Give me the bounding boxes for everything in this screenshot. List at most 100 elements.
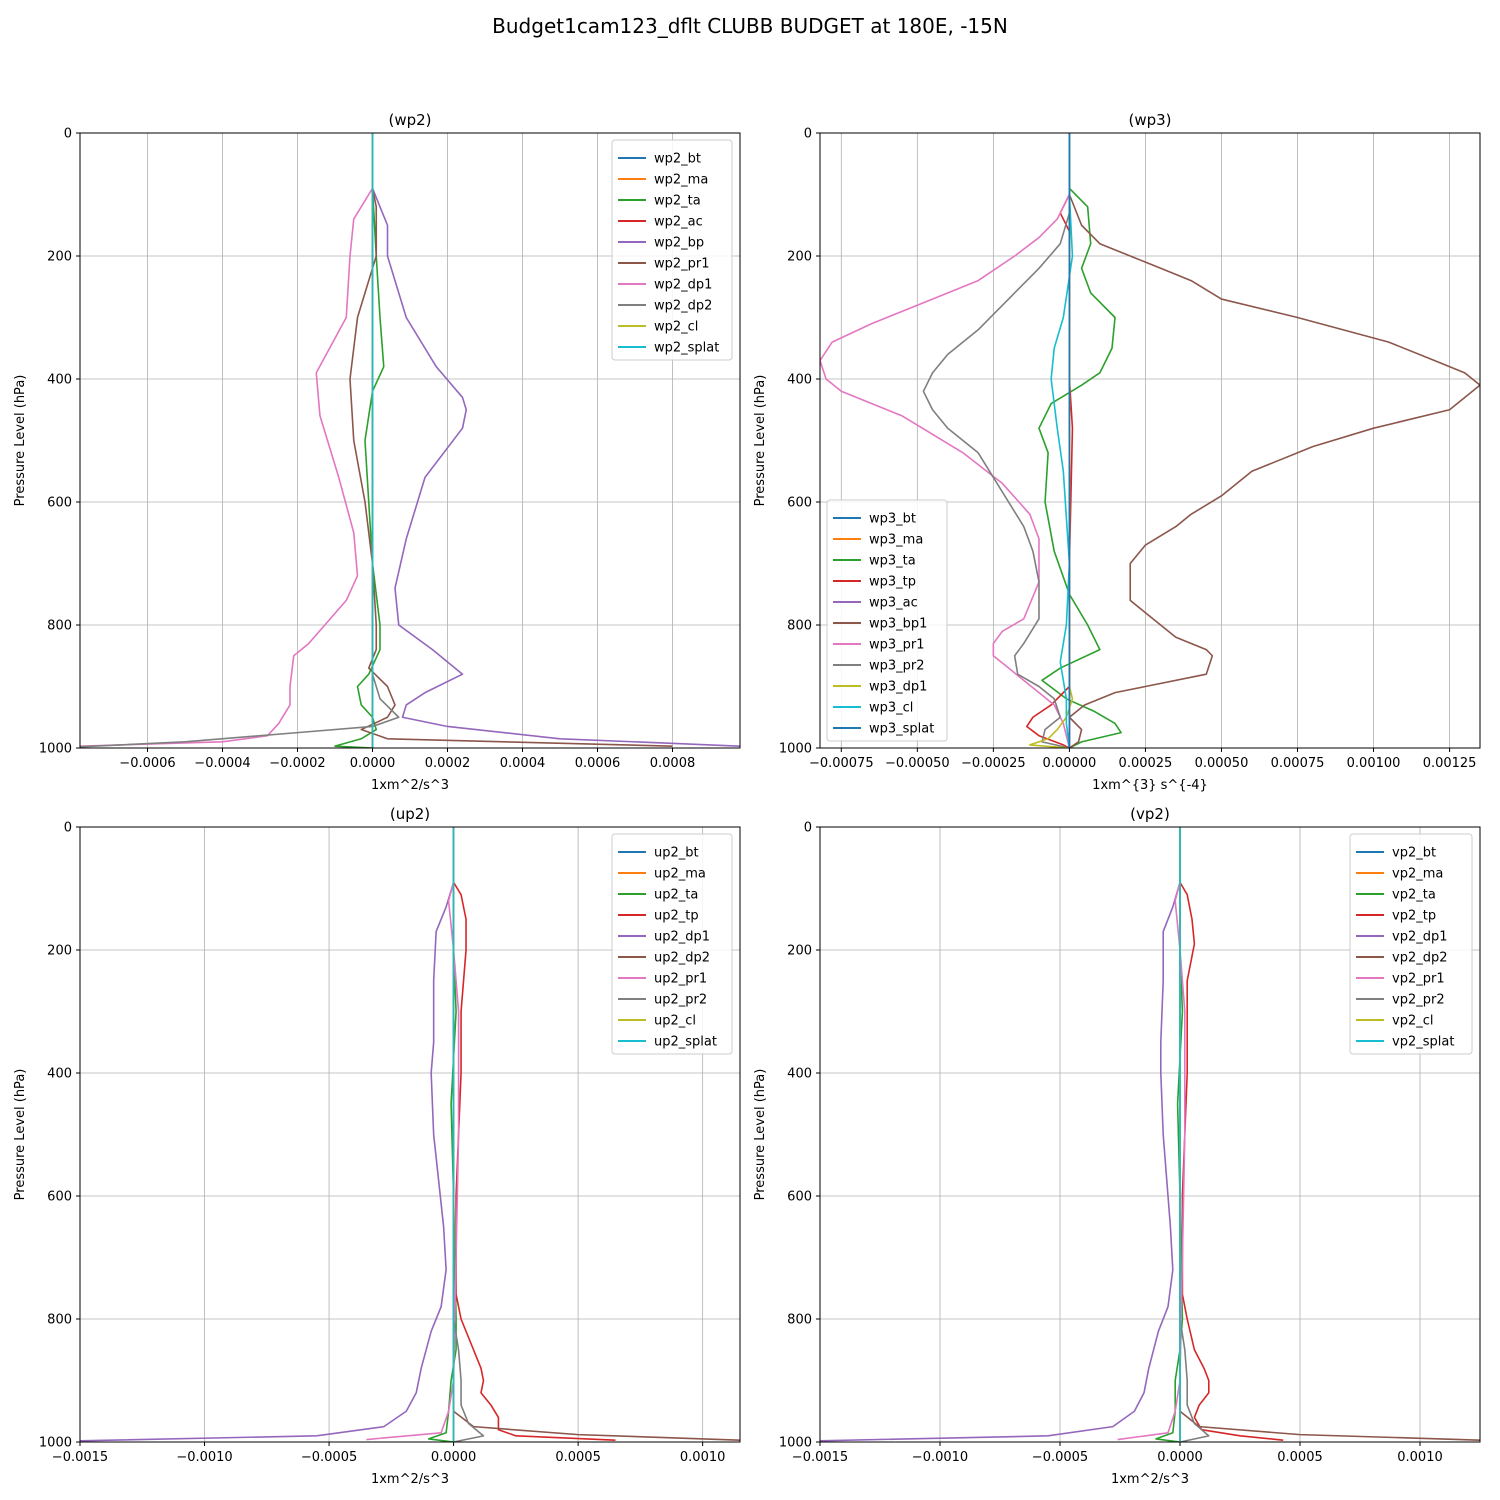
- legend-label-wp2_ma: wp2_ma: [654, 173, 708, 188]
- legend-label-wp3_pr2: wp3_pr2: [869, 659, 925, 674]
- y-tick-label: 800: [47, 1313, 72, 1328]
- y-tick-label: 800: [787, 1313, 812, 1328]
- y-tick-label: 200: [787, 250, 812, 265]
- x-tick-label: 0.0008: [650, 756, 696, 771]
- series-line-up2_dp1: [80, 827, 455, 1442]
- legend-label-up2_splat: up2_splat: [654, 1035, 717, 1050]
- x-tick-label: −0.0006: [119, 756, 175, 771]
- series-group: [80, 827, 740, 1442]
- legend-label-wp2_splat: wp2_splat: [654, 341, 719, 356]
- x-tick-label: 0.0005: [1277, 1450, 1323, 1465]
- y-tick-label: 400: [787, 1067, 812, 1082]
- legend-label-vp2_ta: vp2_ta: [1392, 888, 1436, 903]
- x-axis-label: 1xm^2/s^3: [371, 1472, 449, 1487]
- legend-label-wp3_ta: wp3_ta: [869, 554, 916, 569]
- panel-title: (wp2): [388, 111, 431, 129]
- x-tick-label: 0.00075: [1271, 756, 1325, 771]
- legend-label-up2_tp: up2_tp: [654, 909, 699, 924]
- x-tick-label: −0.0004: [194, 756, 250, 771]
- y-tick-label: 1000: [39, 742, 72, 757]
- x-axis-label: 1xm^2/s^3: [1111, 1472, 1189, 1487]
- series-group: [80, 133, 740, 748]
- legend-label-wp3_splat: wp3_splat: [869, 722, 934, 737]
- x-axis-label: 1xm^{3} s^{-4}: [1092, 778, 1208, 793]
- panel-vp2: −0.0015 −0.0010 −0.0005 0.0000 0.0005 0.0010 0…: [753, 805, 1481, 1487]
- legend: wp2_bt wp2_ma wp2_ta wp2_ac wp2_bp wp2_pr1 wp2…: [611, 139, 733, 361]
- legend-label-wp2_ta: wp2_ta: [654, 194, 701, 209]
- y-tick-label: 600: [47, 1190, 72, 1205]
- x-tick-label: −0.00050: [885, 756, 950, 771]
- panel-title: (wp3): [1128, 111, 1171, 129]
- series-line-up2_tp: [452, 827, 616, 1441]
- y-tick-label: 200: [787, 944, 812, 959]
- y-tick-label: 200: [47, 250, 72, 265]
- y-tick-label: 400: [787, 373, 812, 388]
- y-tick-label: 600: [47, 496, 72, 511]
- legend-label-vp2_dp2: vp2_dp2: [1392, 951, 1448, 966]
- x-tick-label: 0.0006: [575, 756, 621, 771]
- x-tick-label: −0.00075: [809, 756, 874, 771]
- axes-frame: [79, 826, 741, 1443]
- series-line-wp3_bp1: [1068, 133, 1480, 748]
- x-tick-label: 0.0000: [1157, 1450, 1203, 1465]
- legend-label-vp2_ma: vp2_ma: [1392, 867, 1443, 882]
- series-line-wp2_bp: [371, 133, 740, 747]
- x-tick-label: 0.0010: [1397, 1450, 1443, 1465]
- legend-label-up2_bt: up2_bt: [654, 846, 699, 861]
- x-tick-label: −0.0005: [1032, 1450, 1088, 1465]
- y-tick-label: 0: [804, 127, 812, 142]
- x-tick-label: −0.0010: [176, 1450, 232, 1465]
- x-tick-label: 0.0000: [350, 756, 396, 771]
- legend-label-wp3_bt: wp3_bt: [869, 512, 916, 527]
- y-tick-label: 1000: [779, 742, 812, 757]
- y-tick-label: 1000: [39, 1436, 72, 1451]
- series-line-up2_pr2: [452, 827, 485, 1442]
- y-tick-label: 0: [64, 127, 72, 142]
- y-tick-label: 200: [47, 944, 72, 959]
- axes-frame: [819, 826, 1481, 1443]
- series-line-wp3_ta: [1038, 133, 1122, 748]
- series-line-vp2_tp: [1179, 827, 1284, 1441]
- y-tick-label: 600: [787, 1190, 812, 1205]
- legend-label-vp2_pr1: vp2_pr1: [1392, 972, 1445, 987]
- series-line-wp2_dp1: [80, 133, 374, 747]
- x-tick-label: −0.0005: [301, 1450, 357, 1465]
- series-group: [820, 133, 1480, 748]
- x-tick-label: 0.00100: [1347, 756, 1401, 771]
- legend-label-wp2_pr1: wp2_pr1: [654, 257, 710, 272]
- legend-label-wp2_dp1: wp2_dp1: [654, 278, 712, 293]
- x-tick-label: 0.0002: [425, 756, 471, 771]
- legend-label-wp3_dp1: wp3_dp1: [869, 680, 927, 695]
- axes-frame: [79, 132, 741, 749]
- x-axis-label: 1xm^2/s^3: [371, 778, 449, 793]
- x-tick-label: 0.0000: [431, 1450, 477, 1465]
- series-line-vp2_ta: [1155, 827, 1184, 1442]
- legend-label-wp2_bt: wp2_bt: [654, 152, 701, 167]
- x-tick-label: 0.0010: [680, 1450, 726, 1465]
- legend-label-vp2_cl: vp2_cl: [1392, 1014, 1433, 1029]
- legend-label-up2_pr2: up2_pr2: [654, 993, 707, 1008]
- x-tick-label: −0.0015: [52, 1450, 108, 1465]
- legend-label-wp3_tp: wp3_tp: [869, 575, 916, 590]
- legend-label-vp2_tp: vp2_tp: [1392, 909, 1436, 924]
- series-group: [820, 827, 1480, 1442]
- legend-label-up2_ta: up2_ta: [654, 888, 698, 903]
- x-tick-label: 0.00025: [1119, 756, 1173, 771]
- y-tick-label: 600: [787, 496, 812, 511]
- legend-label-up2_dp2: up2_dp2: [654, 951, 710, 966]
- y-axis-label: Pressure Level (hPa): [753, 375, 768, 507]
- legend-label-wp3_pr1: wp3_pr1: [869, 638, 925, 653]
- legend-label-wp3_ac: wp3_ac: [869, 596, 918, 611]
- panel-wp3: −0.00075 −0.00050 −0.00025 0.00000 0.00025 0.…: [753, 111, 1481, 793]
- legend-label-wp2_cl: wp2_cl: [654, 320, 698, 335]
- legend-label-up2_cl: up2_cl: [654, 1014, 696, 1029]
- series-line-wp3_pr2: [922, 133, 1071, 748]
- series-line-wp3_cl: [1050, 133, 1074, 748]
- legend-label-up2_dp1: up2_dp1: [654, 930, 710, 945]
- panel-up2: −0.0015 −0.0010 −0.0005 0.0000 0.0005 0.0010 0…: [13, 805, 741, 1487]
- series-line-wp2_pr1: [349, 133, 673, 747]
- y-axis-label: Pressure Level (hPa): [753, 1069, 768, 1201]
- legend-label-wp3_bp1: wp3_bp1: [869, 617, 927, 632]
- y-tick-label: 800: [47, 619, 72, 634]
